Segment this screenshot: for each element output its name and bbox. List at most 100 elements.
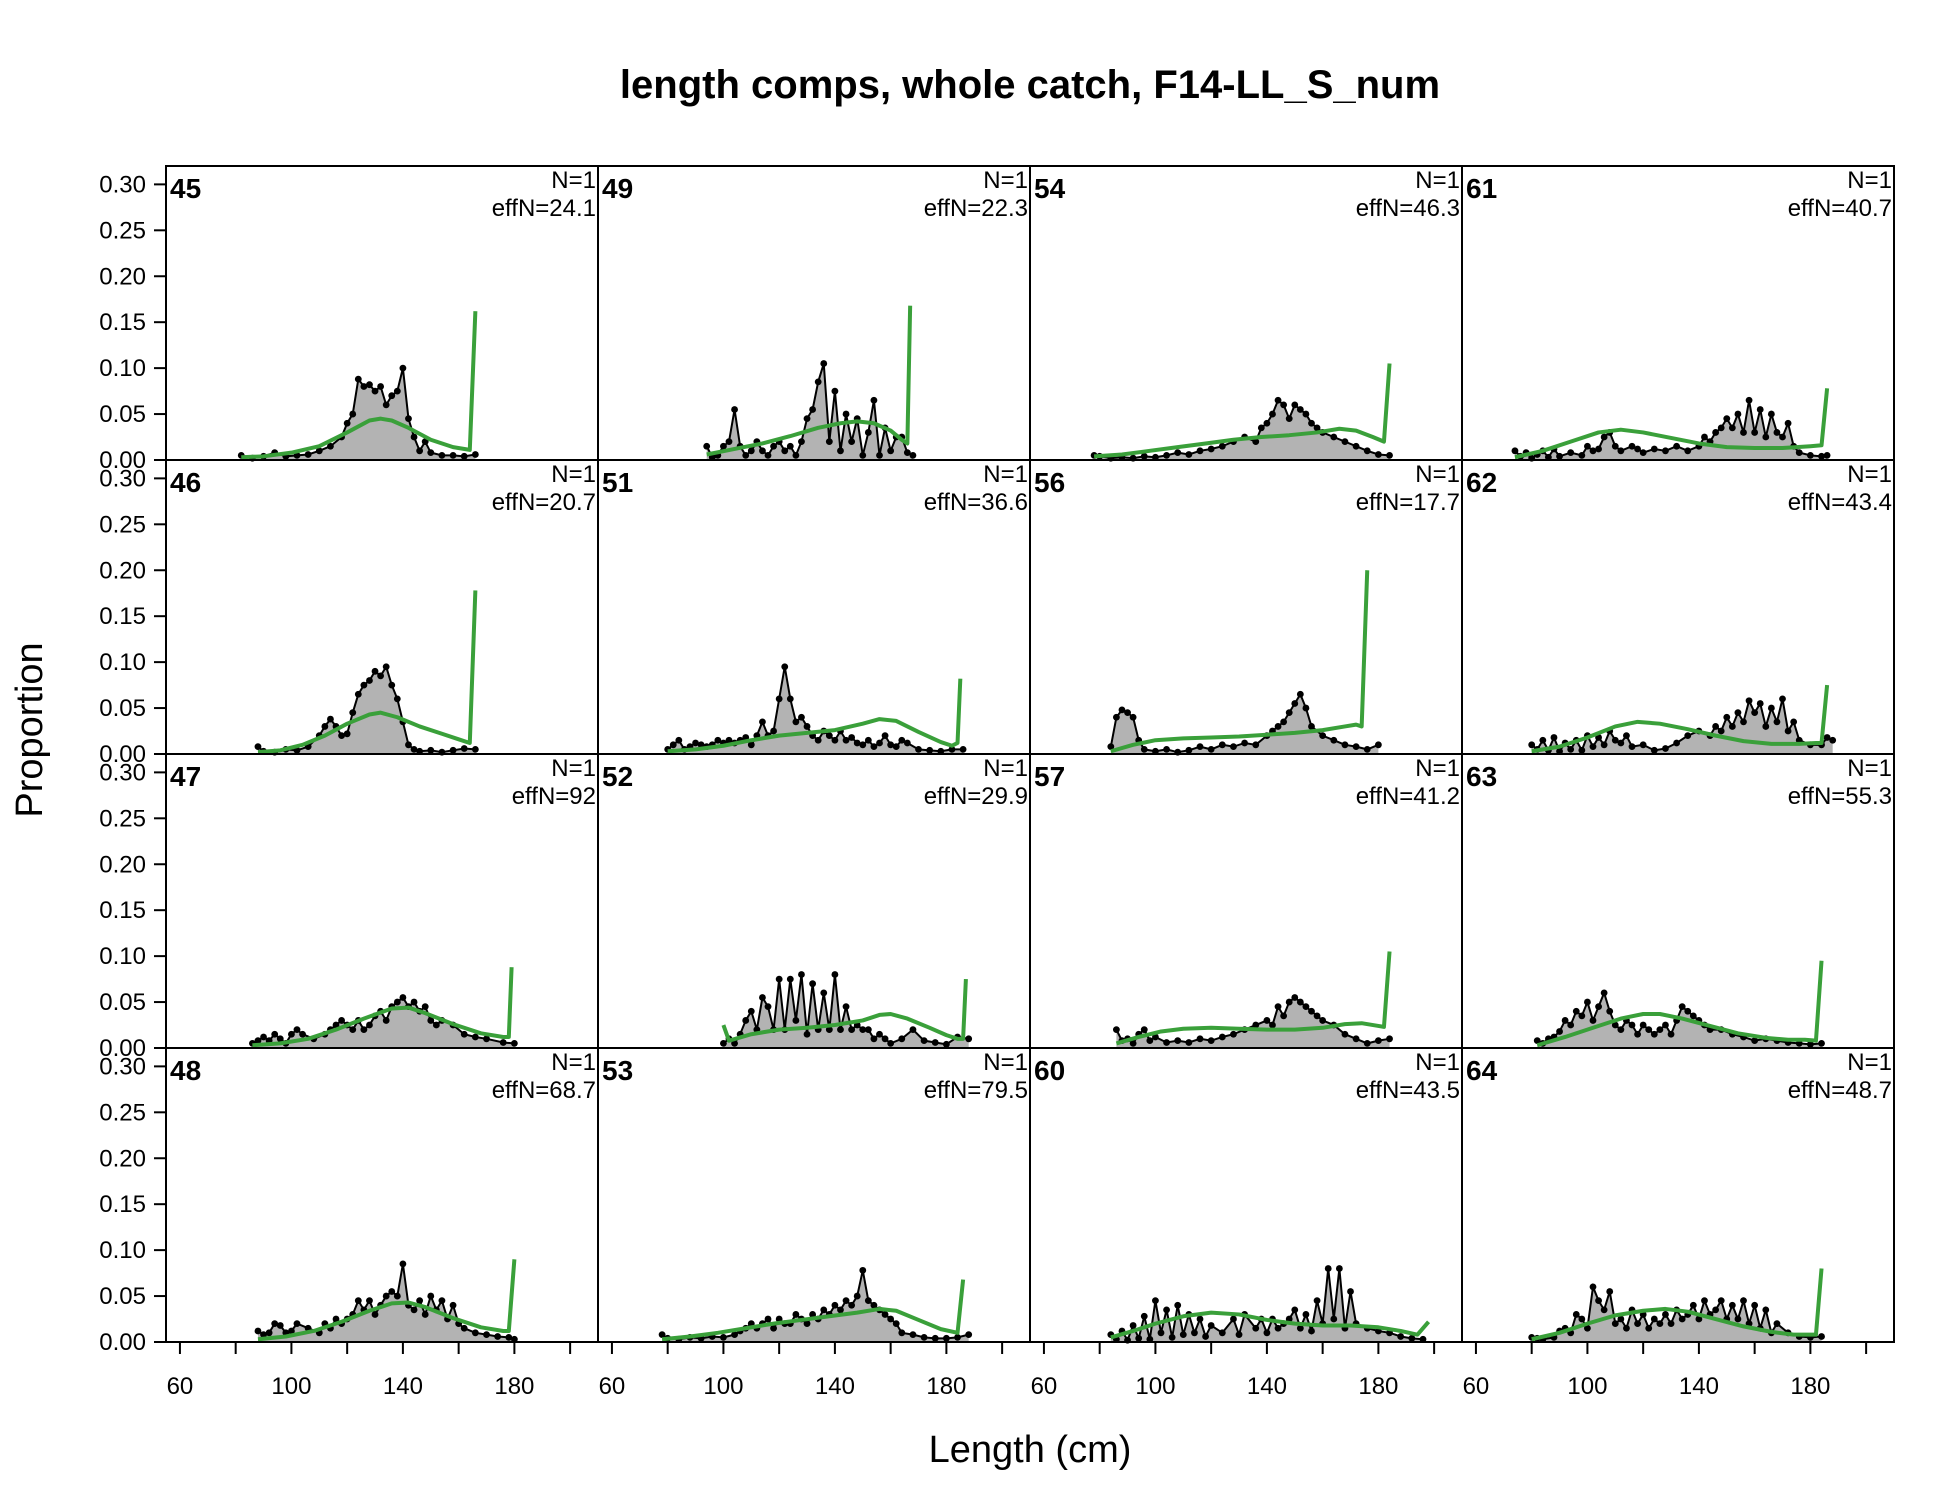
observed-point <box>809 1311 817 1318</box>
panel-border <box>1461 1047 1895 1343</box>
observed-point <box>388 1288 396 1295</box>
observed-point <box>254 743 262 751</box>
y-tick-label: 0.05 <box>99 989 146 1016</box>
observed-point <box>1589 447 1597 455</box>
observed-point <box>859 1026 867 1034</box>
observed-point <box>427 1292 435 1300</box>
observed-point <box>848 438 856 446</box>
observed-point <box>354 375 362 383</box>
observed-point <box>864 1026 872 1034</box>
observed-point <box>1263 1329 1271 1337</box>
panel-effn-label: effN=68.7 <box>492 1077 596 1104</box>
observed-point <box>1185 746 1193 754</box>
y-tick-label: 0.15 <box>99 309 146 336</box>
y-tick-label: 0.30 <box>99 1053 146 1080</box>
y-tick-label: 0.25 <box>99 217 146 244</box>
observed-point <box>1650 445 1658 453</box>
observed-point <box>764 1003 772 1011</box>
observed-point <box>1556 452 1563 460</box>
observed-point <box>915 746 922 753</box>
observed-point <box>354 690 362 698</box>
panel-n-label: N=1 <box>983 1049 1028 1076</box>
observed-point <box>837 447 844 455</box>
observed-point <box>1263 419 1271 427</box>
observed-area <box>1110 1268 1423 1342</box>
observed-point <box>271 1030 279 1038</box>
observed-point <box>714 736 722 744</box>
observed-point <box>1734 1315 1742 1323</box>
observed-point <box>1374 741 1382 749</box>
observed-point <box>792 1311 800 1318</box>
x-tick-label: 100 <box>271 1373 311 1400</box>
observed-point <box>1650 746 1658 754</box>
observed-point <box>382 1017 390 1024</box>
observed-point <box>1734 410 1742 418</box>
observed-point <box>382 663 390 671</box>
observed-point <box>720 442 727 450</box>
observed-point <box>483 1331 490 1339</box>
panel-label: 57 <box>1034 761 1065 792</box>
observed-point <box>1762 1306 1770 1314</box>
observed-point <box>887 447 895 455</box>
observed-point <box>792 1017 800 1024</box>
observed-point <box>1296 998 1304 1006</box>
panel-label: 64 <box>1466 1055 1498 1086</box>
observed-point <box>775 695 783 703</box>
observed-point <box>1584 442 1591 450</box>
observed-point <box>1274 1003 1282 1011</box>
observed-point <box>798 971 805 978</box>
observed-point <box>460 1030 468 1038</box>
panel-n-label: N=1 <box>983 755 1028 782</box>
observed-point <box>299 1030 306 1038</box>
observed-point <box>288 1030 295 1038</box>
observed-point <box>1578 452 1586 459</box>
observed-point <box>1533 1037 1541 1045</box>
y-axis-title: Proportion <box>9 642 51 817</box>
observed-point <box>438 1297 446 1305</box>
observed-point <box>1756 406 1764 413</box>
observed-point <box>366 1297 373 1305</box>
observed-point <box>1207 445 1215 453</box>
observed-point <box>1218 442 1226 450</box>
observed-point <box>1784 727 1792 735</box>
observed-point <box>366 1021 373 1029</box>
observed-point <box>410 433 418 441</box>
observed-point <box>377 672 385 680</box>
observed-point <box>499 1039 507 1046</box>
observed-point <box>764 452 772 459</box>
expected-line <box>1110 1310 1431 1340</box>
observed-point <box>349 709 357 717</box>
observed-point <box>820 1306 828 1314</box>
observed-point <box>1584 1324 1591 1332</box>
expected-line <box>257 590 478 755</box>
observed-point <box>831 387 839 395</box>
observed-line <box>1110 1268 1424 1343</box>
observed-point <box>1600 433 1608 441</box>
observed-point <box>460 452 468 460</box>
observed-point <box>399 1260 407 1268</box>
observed-point <box>1168 1334 1176 1341</box>
observed-point <box>1578 1315 1586 1323</box>
y-tick-label: 0.05 <box>99 1283 146 1310</box>
observed-point <box>343 730 351 738</box>
observed-point <box>293 1026 301 1034</box>
observed-area <box>1514 400 1828 460</box>
panel-effn-label: effN=55.3 <box>1788 783 1892 810</box>
observed-point <box>870 743 878 751</box>
observed-point <box>1662 1311 1669 1318</box>
expected-line <box>706 305 913 457</box>
observed-point <box>731 1040 738 1047</box>
observed-point <box>1419 1335 1427 1343</box>
observed-point <box>1324 1265 1332 1272</box>
observed-point <box>1673 442 1681 450</box>
observed-point <box>471 1329 479 1337</box>
observed-point <box>315 447 323 455</box>
observed-point <box>1140 1026 1148 1034</box>
panel-effn-label: effN=43.4 <box>1788 489 1892 516</box>
observed-point <box>371 1311 379 1318</box>
